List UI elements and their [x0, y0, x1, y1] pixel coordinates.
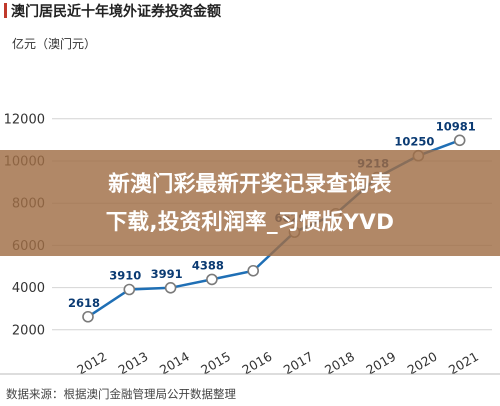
banner-line-1: 新澳门彩最新开奖记录查询表 [108, 172, 392, 197]
data-label-2020: 10250 [394, 135, 434, 149]
y-tick-12000: 12000 [4, 112, 45, 127]
source-note: 数据来源：根据澳门金融管理局公开数据整理 [6, 387, 236, 401]
y-tick-2000: 2000 [12, 323, 45, 338]
y-unit-label: 亿元（澳门元） [12, 36, 96, 51]
data-point-2014 [164, 281, 177, 294]
data-point-2012 [82, 310, 94, 323]
x-tick-2012: 2012 [74, 349, 109, 378]
x-tick-2019: 2019 [363, 349, 398, 378]
data-point-2015 [206, 273, 218, 286]
chart-title: 澳门居民近十年境外证券投资金额 [11, 3, 221, 20]
x-tick-2018: 2018 [322, 349, 357, 378]
x-tick-2014: 2014 [157, 349, 192, 378]
x-tick-2016: 2016 [239, 349, 274, 378]
data-label-2015: 4388 [192, 258, 224, 272]
data-label-2012: 2618 [68, 296, 100, 310]
data-label-2013: 3910 [109, 268, 141, 282]
data-label-2014: 3991 [151, 267, 183, 281]
data-point-2021 [453, 134, 466, 147]
x-tick-labels: 2012 2013 2014 2015 2016 2017 2018 2019 2020 2021 [74, 349, 481, 378]
banner-line-2: 下载,投资利润率_习惯版YVD [105, 210, 395, 235]
x-tick-2020: 2020 [405, 349, 440, 378]
title-accent-bar [4, 3, 7, 18]
x-tick-2013: 2013 [116, 349, 151, 378]
x-tick-2021: 2021 [446, 349, 481, 378]
watermark-banner: 新澳门彩最新开奖记录查询表 下载,投资利润率_习惯版YVD [0, 150, 500, 256]
data-label-2021: 10981 [436, 119, 476, 133]
x-tick-2015: 2015 [198, 349, 233, 378]
data-point-2013 [123, 283, 136, 296]
x-tick-2017: 2017 [281, 349, 316, 378]
data-point-2016 [247, 264, 259, 277]
y-tick-4000: 4000 [12, 281, 45, 296]
